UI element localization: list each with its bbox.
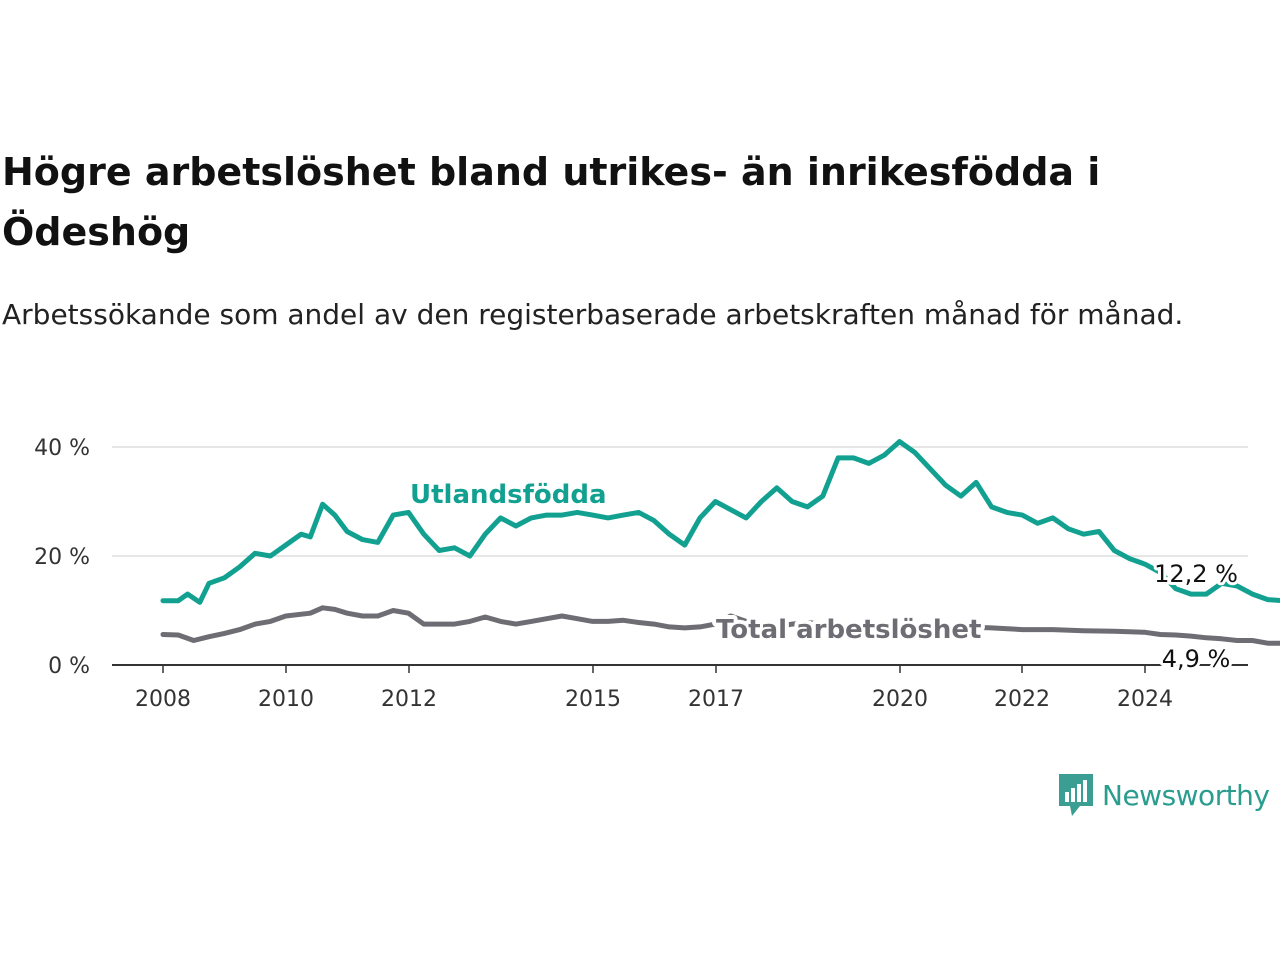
series-line: [160, 439, 1280, 605]
series-name-label: Utlandsfödda: [410, 480, 607, 510]
series-name-halo: Total arbetslöshet: [716, 615, 981, 645]
end-value-label: 4,9 %: [1162, 645, 1231, 673]
y-tick-label: 20 %: [34, 545, 90, 570]
x-tick-label: 2010: [258, 687, 314, 712]
x-tick-label: 2017: [688, 687, 744, 712]
newsworthy-brand[interactable]: Newsworthy: [1058, 772, 1270, 818]
x-tick-label: 2024: [1117, 687, 1173, 712]
end-value-halo: 4,9 %: [1162, 645, 1231, 673]
brand-name: Newsworthy: [1102, 778, 1270, 812]
end-value-halo: 12,2 %: [1154, 560, 1238, 588]
grid-lines: [112, 446, 1248, 557]
series-name-label: Total arbetslöshet: [716, 615, 981, 645]
series-name-halo: Utlandsfödda: [410, 480, 607, 510]
x-tick-label: 2012: [381, 687, 437, 712]
y-axis: 0 % 20 % 40 %: [34, 436, 90, 679]
chart-subtitle: Arbetssökande som andel av den registerb…: [2, 298, 1184, 331]
y-tick-label: 40 %: [34, 436, 90, 461]
x-tick-label: 2022: [994, 687, 1050, 712]
y-tick-label: 0 %: [48, 654, 90, 679]
series-lines: [160, 439, 1280, 646]
series-line: [160, 605, 1280, 646]
x-tick-label: 2008: [135, 687, 191, 712]
chart-title: Högre arbetslöshet bland utrikes- än inr…: [2, 150, 1101, 254]
x-axis: 2008 2010 2012 2015 2017 2020 2022 2024: [112, 664, 1248, 712]
x-tick-label: 2020: [872, 687, 928, 712]
newsworthy-logo-icon: [1059, 774, 1093, 816]
end-value-label: 12,2 %: [1154, 560, 1238, 588]
x-tick-label: 2015: [565, 687, 621, 712]
